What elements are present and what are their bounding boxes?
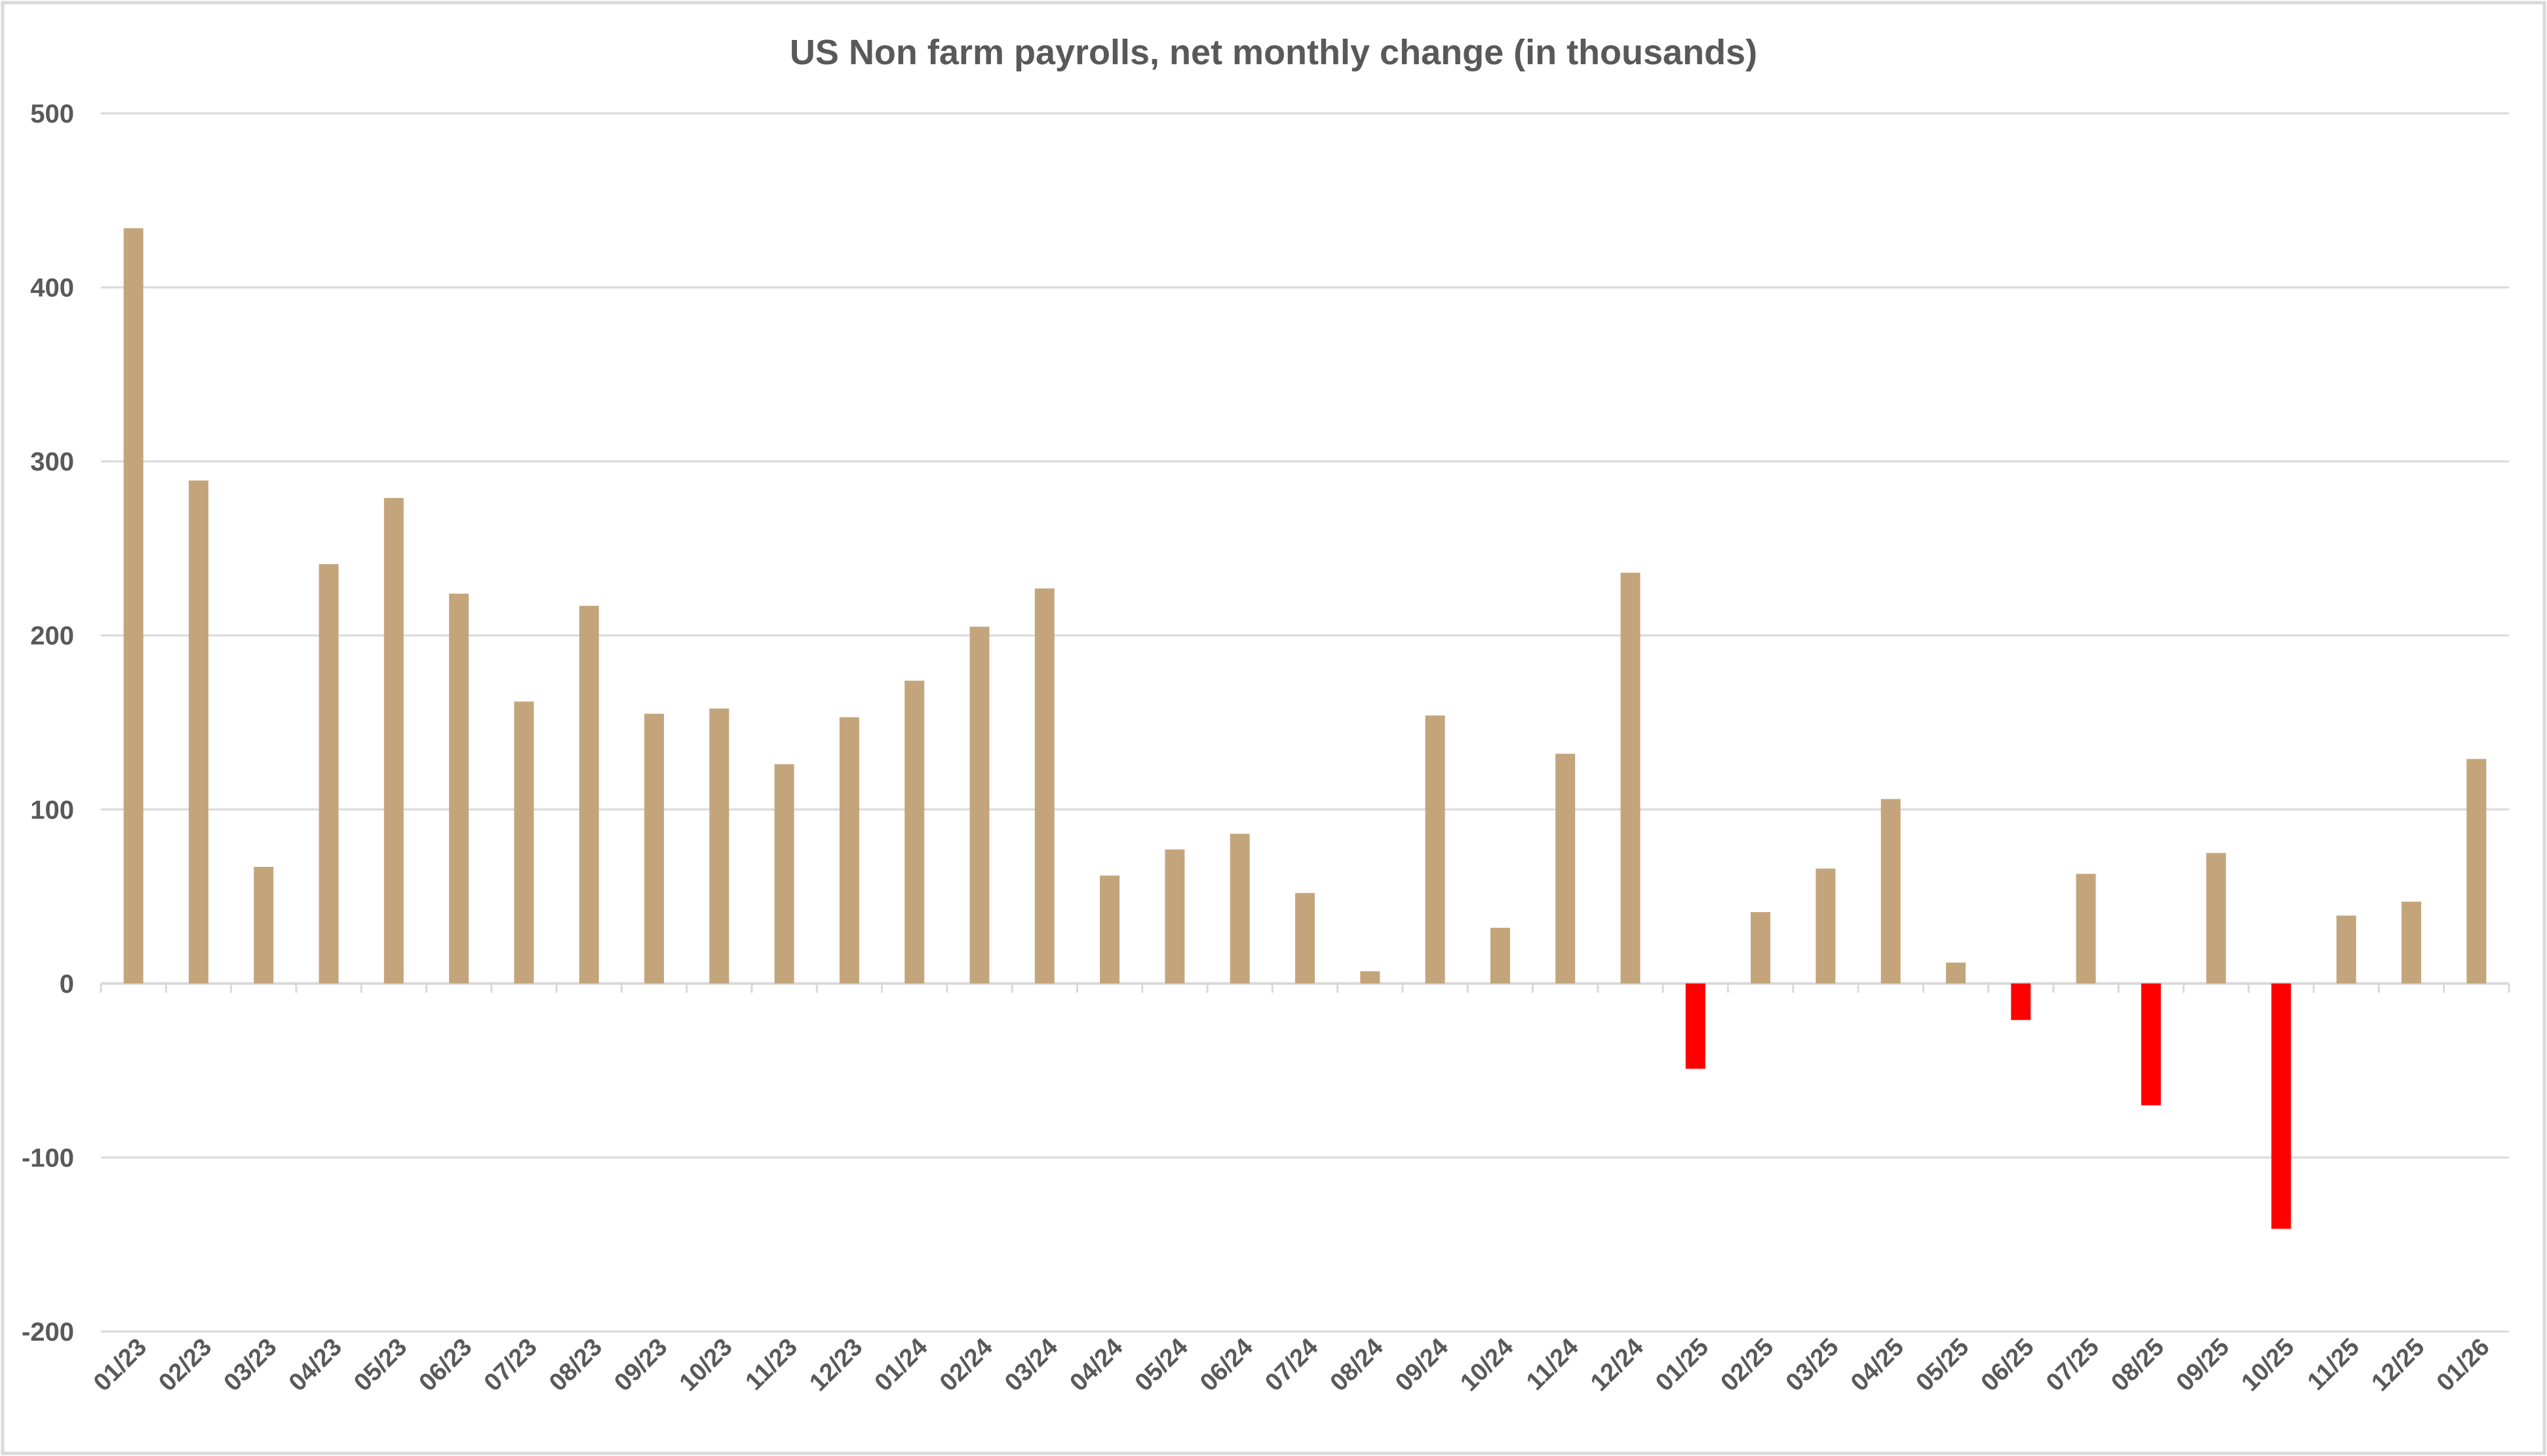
bar [1620, 573, 1641, 984]
bar [2336, 915, 2356, 984]
y-tick-label: 400 [30, 274, 74, 303]
bar [1816, 868, 1836, 984]
bar [514, 701, 534, 984]
bar [1100, 875, 1120, 984]
bar [1360, 971, 1380, 984]
bar [2141, 983, 2161, 1105]
bar [2011, 983, 2031, 1020]
bar [383, 497, 404, 984]
bar [1751, 911, 1771, 984]
bar [579, 605, 599, 984]
bar [644, 714, 665, 984]
bar [1945, 962, 1966, 984]
y-tick-label: -200 [22, 1318, 74, 1347]
bar [319, 564, 339, 984]
bar [839, 717, 859, 984]
bar [2401, 902, 2422, 984]
y-tick-label: 100 [30, 795, 74, 824]
bar [2466, 759, 2487, 984]
bar [1034, 588, 1055, 984]
bar [1230, 833, 1250, 984]
bar [2206, 853, 2226, 984]
bar [709, 708, 729, 984]
bar [123, 228, 144, 984]
y-tick-label: 0 [60, 970, 74, 999]
bar [774, 764, 794, 984]
bar [1880, 799, 1901, 984]
bar [969, 626, 990, 984]
bar [2271, 983, 2291, 1229]
bar [1685, 983, 1705, 1069]
bar [1425, 715, 1445, 984]
bar [904, 680, 925, 984]
bar [2076, 873, 2096, 984]
y-tick-label: -100 [22, 1143, 74, 1172]
y-tick-label: 300 [30, 448, 74, 476]
chart-title: US Non farm payrolls, net monthly change… [790, 33, 1757, 72]
y-tick-label: 500 [30, 100, 74, 128]
bar [188, 480, 208, 984]
bar [1295, 892, 1315, 984]
bar [449, 593, 469, 984]
bar [1490, 927, 1510, 984]
bar [1555, 754, 1576, 984]
bar [254, 866, 274, 984]
bar [1165, 849, 1185, 984]
y-tick-label: 200 [30, 622, 74, 651]
